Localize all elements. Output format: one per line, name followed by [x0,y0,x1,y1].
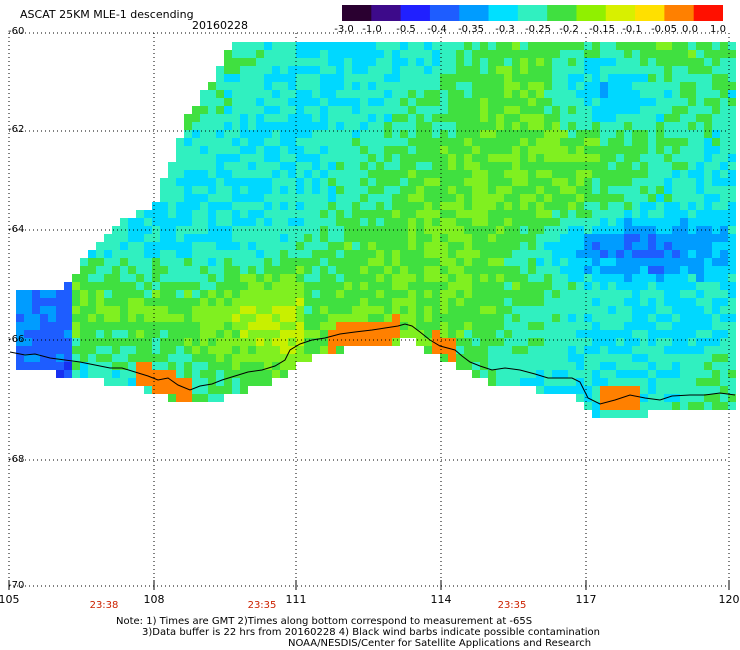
colorbar-label: -0.2 [559,24,579,35]
colorbar-swatch [605,5,636,21]
colorbar-label: -0.5 [396,24,416,35]
colorbar-swatch [517,5,548,21]
colorbar-swatch [576,5,607,21]
footnote-line-3: NOAA/NESDIS/Center for Satellite Applica… [288,638,592,649]
lon-label: 111 [285,593,307,606]
colorbar-swatch [459,5,490,21]
colorbar-swatch [635,5,665,21]
lat-label: -66 [8,334,25,345]
pass-time-label: 23:35 [247,600,277,611]
colorbar-swatch [488,5,519,21]
footnote-line-2: 3)Data buffer is 22 hrs from 20160228 4)… [142,627,600,638]
lat-label: -60 [8,26,25,37]
colorbar-label: 0.0 [682,24,698,35]
colorbar-label: -1.0 [362,24,382,35]
colorbar-swatch [400,5,431,21]
colorbar-label: -0.35 [458,24,484,35]
scatterometer-field [16,42,736,418]
colorbar-swatch [371,5,402,21]
colorbar-label: -0.3 [495,24,515,35]
graticule [8,32,730,590]
colorbar-label: -0.15 [589,24,615,35]
lat-label: -68 [8,454,25,465]
colorbar-label: -0.4 [427,24,447,35]
lon-label: 105 [0,593,20,606]
colorbar-swatch [547,5,578,21]
lat-label: -70 [8,580,25,591]
colorbar-swatch [664,5,695,21]
colorbar-label: 1.0 [710,24,726,35]
product-title: ASCAT 25KM MLE-1 descending [20,8,194,21]
lon-label: 108 [143,593,165,606]
product-date: 20160228 [192,19,248,32]
footnote-line-1: Note: 1) Times are GMT 2)Times along bot… [116,616,533,627]
lat-label: -62 [8,124,25,135]
pass-time-label: 23:38 [89,600,119,611]
colorbar-swatch [693,5,723,21]
lon-label: 120 [718,593,740,606]
colorbar-label: -3.0 [334,24,354,35]
colorbar-label: -0.05 [651,24,677,35]
colorbar-swatch [429,5,460,21]
color-scale-bar [342,5,723,21]
lon-label: 114 [430,593,452,606]
pass-time-label: 23:35 [497,600,527,611]
colorbar-label: -0.1 [622,24,642,35]
colorbar-swatch [342,5,372,21]
coastline [9,323,736,405]
lon-label: 117 [575,593,597,606]
colorbar-label: -0.25 [525,24,551,35]
lat-label: -64 [8,224,25,235]
